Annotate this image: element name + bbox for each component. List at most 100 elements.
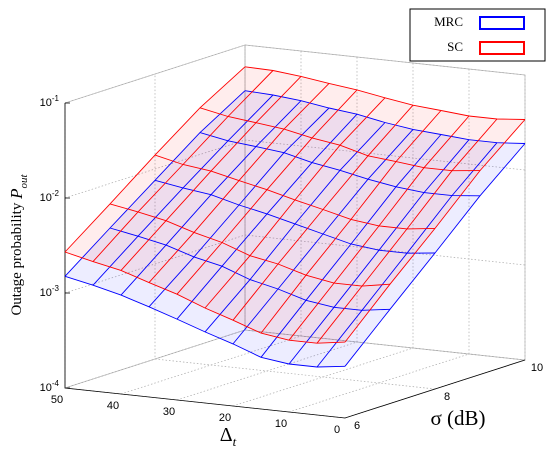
surface-patch [306,219,379,284]
z-tick-base: 10 [40,287,52,299]
z-tick-exponent: -4 [52,379,60,388]
surface-patch [205,255,278,321]
surface-patch [93,211,166,271]
surface-patch [312,89,385,146]
surface-patch [323,155,396,220]
surface-patch [138,164,211,221]
surface-patch [289,307,362,367]
surface-patch [362,228,435,287]
surface-line-delta [199,132,481,197]
surface-patch [256,76,329,130]
surface-patch [65,228,138,286]
surface-patch [317,309,390,367]
z-label-sub: out [18,174,30,189]
surface-patch [340,122,413,180]
labels: Outage probability Pout Δt σ (dB) [7,174,486,450]
surface-patch [222,189,295,256]
surfaces [64,66,526,368]
surface-patch [250,199,323,264]
z-label-text: Outage probability [9,202,25,315]
surface-patch [121,245,194,307]
surface-line-delta [64,275,346,368]
surface-line-delta [199,107,481,172]
y-tick-label: 6 [354,420,360,432]
surface-line-delta [154,179,436,254]
surface-patch [200,90,273,141]
surface-patch [261,275,334,341]
surface-patch [340,97,413,156]
surface-patch [407,195,480,254]
legend-swatch [479,41,525,55]
surface-patch [183,116,256,172]
surface-patch [295,145,368,210]
surface-patch [233,289,306,358]
z-grid-line [64,44,526,104]
surface-line-delta [154,154,436,230]
surface-patch [267,162,340,224]
surface-patch [295,170,368,234]
surface-patch [278,234,351,301]
surface-patch [239,152,312,214]
surface-patch [362,253,435,311]
surface-patch [306,244,379,308]
axis-frame [64,103,526,419]
z-tick-label: 10-4 [40,379,60,394]
x-tick-label: 30 [163,406,175,418]
surface-patch [379,192,452,254]
surface-patch [368,129,441,187]
surface-patch [250,223,323,289]
surface-patch [267,137,340,200]
x-tick-label: 50 [51,394,63,406]
x-tick-label: 0 [334,424,340,436]
surface-patch [351,161,424,226]
surface-patch [452,119,525,171]
legend-swatch [479,16,525,30]
z-label-symbol: P [7,189,26,200]
legend-label: MRC [434,14,463,29]
surface-patch [93,236,166,296]
surface-patch [233,264,306,334]
surface-patch [194,205,267,267]
surface-patch [166,194,239,257]
x-tick-label: 10 [275,418,287,430]
surface-line-delta [109,227,391,311]
x-label-sub: t [233,434,237,449]
surface-patch [65,203,138,262]
z-tick-exponent: -1 [52,94,60,103]
x-label-text: Δ [220,424,233,446]
surface-patch [334,225,407,287]
surface-patch [194,180,267,243]
surface-line-delta [64,251,346,344]
z-tick-base: 10 [40,382,52,394]
z-tick-exponent: -2 [52,189,60,198]
surface-patch [228,70,301,123]
surface-patch [155,132,228,188]
z-tick-label: 10-3 [40,284,60,299]
surface-patch [177,242,250,308]
surface-patch [396,110,469,168]
z-tick-label: 10-2 [40,189,60,204]
surface-patch [289,283,362,344]
surface-patch [351,186,424,251]
y-tick-label: 10 [531,362,543,374]
surface-patch [334,250,407,311]
surface-patch [284,83,357,138]
surface-patch [149,232,222,295]
surface-patch [121,220,194,283]
z-tick-exponent: -3 [52,284,60,293]
y-axis-label: σ (dB) [430,406,485,430]
z-tick-base: 10 [40,192,52,204]
z-axis-label: Outage probability Pout [7,174,30,316]
surface-patch [317,284,390,344]
surface-line-delta [244,66,526,120]
x-tick-label: 20 [219,412,231,424]
surface-patch [211,146,284,205]
surface-patch [278,209,351,276]
z-tick-label: 10-1 [40,94,60,109]
z-tick-base: 10 [40,97,52,109]
surface-line-delta [109,203,391,287]
surface-patch [407,170,480,229]
x-axis-label: Δt [220,424,237,450]
